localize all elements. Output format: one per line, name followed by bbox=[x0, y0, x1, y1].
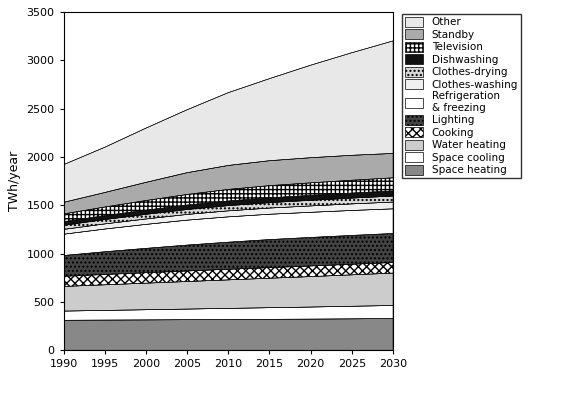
Y-axis label: TWh/year: TWh/year bbox=[8, 151, 21, 211]
Legend: Other, Standby, Television, Dishwashing, Clothes-drying, Clothes-washing, Refrig: Other, Standby, Television, Dishwashing,… bbox=[402, 14, 521, 178]
